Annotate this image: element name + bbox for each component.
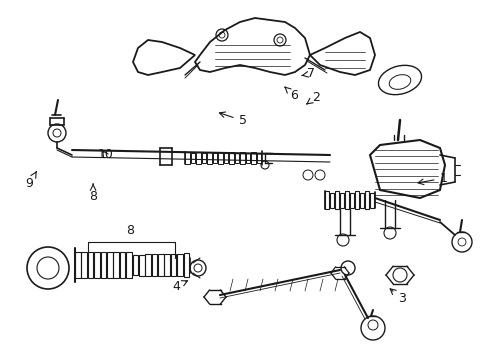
Bar xyxy=(335,191,339,209)
Bar xyxy=(207,152,212,164)
Bar xyxy=(213,153,217,163)
Bar xyxy=(185,152,190,164)
Text: 3: 3 xyxy=(390,289,406,305)
Bar xyxy=(171,254,176,276)
Bar xyxy=(158,254,164,276)
Bar xyxy=(88,252,94,278)
Text: 7: 7 xyxy=(302,67,315,80)
Bar xyxy=(120,252,125,278)
Bar xyxy=(113,252,119,278)
Bar xyxy=(126,252,132,278)
Bar xyxy=(107,252,113,278)
Bar xyxy=(201,153,206,163)
Bar xyxy=(245,153,250,163)
Bar xyxy=(81,252,87,278)
Bar xyxy=(75,252,81,278)
Bar xyxy=(145,255,151,276)
Bar xyxy=(365,191,369,209)
Bar xyxy=(355,191,359,209)
Bar xyxy=(256,153,261,163)
Bar xyxy=(235,153,239,163)
Bar xyxy=(340,193,344,207)
Bar xyxy=(360,193,364,207)
Text: 9: 9 xyxy=(25,172,36,190)
Bar xyxy=(152,254,157,276)
Bar xyxy=(223,153,228,163)
Bar xyxy=(251,152,256,164)
Bar xyxy=(100,252,106,278)
Bar xyxy=(350,193,354,207)
Text: 1: 1 xyxy=(418,172,447,185)
Bar xyxy=(325,191,329,209)
Bar xyxy=(139,255,145,275)
Bar xyxy=(229,152,234,164)
Text: 5: 5 xyxy=(220,112,246,127)
Bar xyxy=(132,255,138,275)
Bar xyxy=(94,252,100,278)
Bar xyxy=(177,253,183,276)
Text: 8: 8 xyxy=(89,184,97,203)
Text: 4: 4 xyxy=(172,280,188,293)
Text: 8: 8 xyxy=(126,224,134,237)
Bar xyxy=(184,253,189,276)
Text: 2: 2 xyxy=(307,91,320,104)
Bar xyxy=(330,193,334,207)
Bar xyxy=(218,152,222,164)
Bar xyxy=(165,254,170,276)
Bar xyxy=(191,153,195,163)
Bar xyxy=(345,191,349,209)
Bar xyxy=(240,152,245,164)
Text: 6: 6 xyxy=(285,87,298,102)
Text: 10: 10 xyxy=(98,148,113,161)
Bar xyxy=(370,193,374,207)
Bar xyxy=(196,152,201,164)
